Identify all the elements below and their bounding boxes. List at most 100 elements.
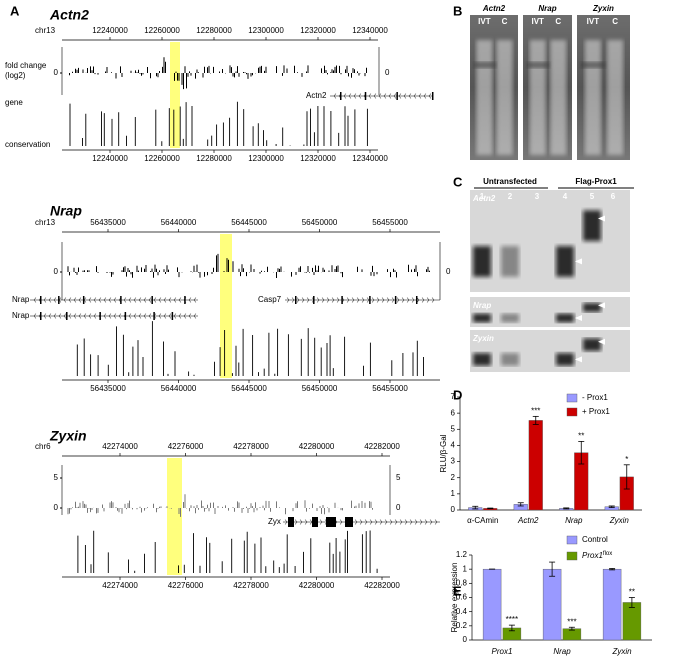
gel-band	[501, 353, 519, 366]
exon	[153, 312, 155, 320]
gel-band	[581, 62, 605, 68]
x-tick-label: 56440000	[161, 218, 197, 227]
exon	[66, 312, 68, 320]
y-tick-label: 2	[451, 473, 456, 482]
x-tick-label: 12340000	[352, 154, 388, 163]
gel-band	[501, 313, 519, 323]
signal-track	[67, 494, 373, 517]
exon	[120, 296, 122, 304]
x-tick-label: 12320000	[300, 26, 336, 35]
x-tick-label: 12260000	[144, 26, 180, 35]
error-bar	[549, 561, 556, 577]
arrowhead	[575, 356, 582, 363]
x-tick-label: Nrap	[565, 516, 583, 525]
gene-chevrons	[33, 297, 197, 303]
bar	[622, 602, 642, 641]
track-title: Actn2	[49, 7, 89, 23]
exon	[394, 296, 397, 304]
gel-title: Zyxin	[592, 4, 614, 13]
gel-lane	[496, 40, 513, 155]
gel-image	[470, 330, 630, 372]
group-label: Untransfected	[483, 177, 537, 186]
x-tick-label: 56455000	[372, 218, 408, 227]
x-tick-label: 42274000	[102, 442, 138, 451]
lane-label: IVT	[531, 17, 544, 26]
gel-lane	[584, 40, 601, 155]
chrom-label: chr6	[35, 442, 51, 451]
y-tick-label: 0	[54, 267, 59, 276]
y-tick-label: 0	[54, 68, 59, 77]
x-tick-label: Prox1	[492, 647, 513, 656]
lane-label: C	[555, 17, 561, 26]
x-tick-label: α-CAmin	[467, 516, 498, 525]
gel-lane	[607, 40, 624, 155]
highlight	[220, 234, 232, 378]
gene-chevrons	[286, 297, 435, 303]
gene-label: Casp7	[258, 295, 282, 304]
x-tick-label: 42278000	[233, 581, 269, 590]
bar	[482, 568, 502, 641]
significance-label: ****	[506, 615, 518, 624]
x-tick-label: 12280000	[196, 26, 232, 35]
y-tick-label: 1	[463, 564, 468, 573]
exon	[124, 312, 127, 320]
error-bar	[609, 568, 616, 571]
y-tick-label: 0	[463, 635, 468, 644]
gel-gene: Actn2	[472, 194, 496, 203]
legend-name: - Prox1	[582, 393, 608, 402]
y-tick-label: 0	[54, 503, 59, 512]
gel-gene: Zyxin	[472, 334, 494, 343]
gel-band	[473, 313, 491, 323]
lane-number: 6	[611, 192, 616, 201]
conservation-track	[77, 530, 378, 573]
panel-label: E	[453, 583, 462, 598]
gene-label: Nrap	[12, 295, 30, 304]
highlight	[170, 42, 180, 148]
significance-label: ***	[531, 406, 540, 415]
arrowhead	[598, 338, 605, 345]
x-tick-label: 12340000	[352, 26, 388, 35]
x-tick-label: 42282000	[364, 442, 400, 451]
bar	[542, 568, 562, 641]
legend-swatch	[566, 551, 578, 561]
x-tick-label: Zyxin	[609, 516, 630, 525]
legend-name: + Prox1	[582, 407, 610, 416]
significance-label: *	[625, 455, 628, 464]
y-tick-label: 0.4	[456, 607, 468, 616]
exon	[151, 296, 153, 304]
exon	[99, 312, 101, 320]
panel-label: B	[453, 3, 462, 18]
legend-superscript: flox	[603, 551, 612, 557]
arrowhead	[575, 315, 582, 321]
track-label: fold change	[5, 61, 47, 70]
legend-label: Prox1flox	[582, 551, 612, 561]
conservation-track	[69, 101, 368, 146]
exon	[431, 92, 434, 100]
exon	[326, 517, 336, 527]
y-tick-label: 0.8	[456, 578, 468, 587]
exon	[340, 92, 342, 100]
gel-lane	[550, 40, 567, 155]
panel-label: C	[453, 174, 463, 189]
signal-track	[67, 253, 430, 278]
y-tick-label: 6	[451, 408, 456, 417]
track-title: Zyxin	[49, 428, 87, 444]
gene-chevrons	[333, 93, 432, 99]
x-tick-label: Nrap	[553, 647, 571, 656]
x-tick-label: 42276000	[168, 442, 204, 451]
x-tick-label: 42278000	[233, 442, 269, 451]
gel-band	[556, 313, 574, 323]
y-tick-label: 1	[451, 489, 456, 498]
y-tick-label: 0.6	[456, 593, 468, 602]
x-tick-label: 12300000	[248, 26, 284, 35]
lane-number: 4	[563, 192, 568, 201]
lane-number: 2	[508, 192, 513, 201]
significance-label: ***	[567, 617, 576, 626]
y-tick-label: 3	[451, 457, 456, 466]
significance-label: **	[629, 588, 635, 597]
exon	[184, 296, 186, 304]
legend-label: + Prox1	[582, 407, 610, 416]
gel-band	[473, 353, 491, 366]
gel-gene: Nrap	[473, 301, 491, 310]
